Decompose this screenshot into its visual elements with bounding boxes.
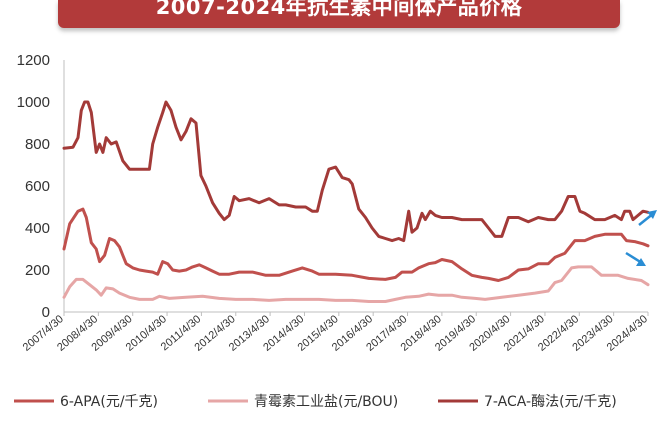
y-tick-label: 200 (25, 262, 50, 279)
legend: 6-APA(元/千克) 青霉素工业盐(元/BOU) 7-ACA-酶法(元/千克) (14, 394, 617, 410)
chart-title: 2007-2024年抗生素中间体产品价格 (155, 0, 523, 19)
y-tick-label: 800 (25, 136, 50, 153)
legend-label-3: 7-ACA-酶法(元/千克) (484, 394, 617, 410)
legend-label-1: 6-APA(元/千克) (60, 394, 158, 410)
series-layer (62, 100, 650, 303)
title-banner: 2007-2024年抗生素中间体产品价格 (58, 0, 620, 28)
y-tick-label: 1000 (17, 94, 50, 111)
series-line-3 (62, 100, 650, 243)
y-tick-label: 600 (25, 178, 50, 195)
up-trend-arrowhead-icon (647, 210, 657, 219)
series-line-2 (62, 265, 650, 303)
series-line-1 (62, 207, 650, 282)
down-trend-arrowhead-icon (636, 258, 646, 266)
y-tick-label: 400 (25, 220, 50, 237)
legend-label-2: 青霉素工业盐(元/BOU) (254, 394, 398, 410)
y-tick-label: 0 (42, 304, 50, 321)
trend-arrows (625, 210, 657, 266)
y-tick-label: 1200 (17, 52, 50, 69)
axes: 0200400600800100012002007/4/302008/4/302… (17, 52, 650, 354)
